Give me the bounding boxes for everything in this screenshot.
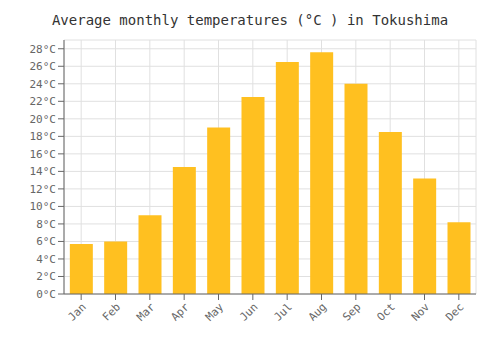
svg-text:28°C: 28°C: [30, 43, 57, 56]
svg-text:Nov: Nov: [409, 300, 433, 324]
svg-text:May: May: [203, 300, 227, 324]
svg-text:24°C: 24°C: [30, 78, 57, 91]
svg-text:Jun: Jun: [237, 300, 260, 323]
svg-text:Dec: Dec: [443, 300, 466, 323]
svg-text:Jan: Jan: [66, 300, 89, 323]
svg-text:10°C: 10°C: [30, 200, 57, 213]
svg-text:22°C: 22°C: [30, 95, 57, 108]
svg-text:Oct: Oct: [375, 300, 398, 323]
svg-text:12°C: 12°C: [30, 183, 57, 196]
html-text:Average monthly temperatures (: Average monthly temperatures (°C ) in To…: [51, 12, 449, 28]
svg-text:14°C: 14°C: [30, 165, 57, 178]
svg-text:4°C: 4°C: [36, 253, 56, 266]
svg-text:16°C: 16°C: [30, 148, 57, 161]
svg-text:6°C: 6°C: [36, 235, 56, 248]
svg-text:Apr: Apr: [169, 300, 193, 324]
svg-text:18°C: 18°C: [30, 130, 57, 143]
svg-text:26°C: 26°C: [30, 60, 57, 73]
svg-text:8°C: 8°C: [36, 218, 56, 231]
svg-text:Sep: Sep: [340, 300, 363, 323]
svg-text:0°C: 0°C: [36, 288, 56, 301]
svg-text:Aug: Aug: [306, 300, 329, 323]
svg-text:Feb: Feb: [100, 300, 123, 323]
svg-text:Mar: Mar: [134, 300, 158, 324]
svg-text:20°C: 20°C: [30, 113, 57, 126]
svg-text:Jul: Jul: [272, 300, 295, 323]
svg-text:2°C: 2°C: [36, 270, 56, 283]
